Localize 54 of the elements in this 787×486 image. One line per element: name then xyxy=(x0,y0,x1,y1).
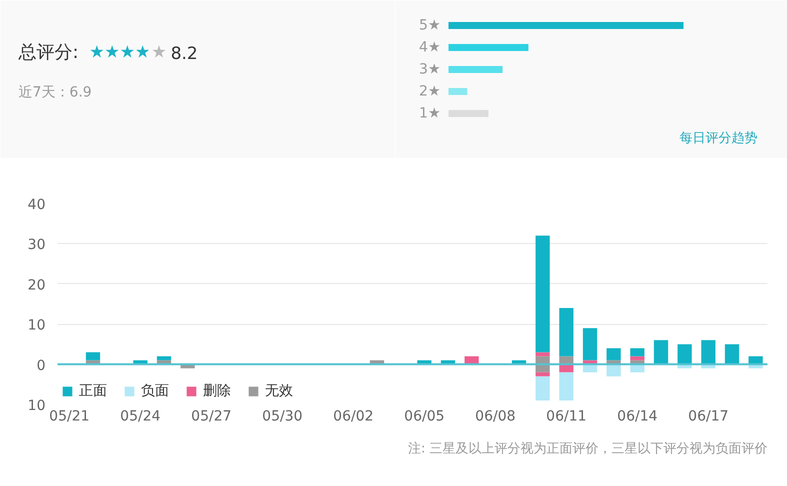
x-tick-label: 06/02 xyxy=(333,408,374,424)
annotation: 每日评分趋势 xyxy=(680,131,758,146)
y-tick-label: 40 xyxy=(28,197,46,213)
bar xyxy=(448,88,468,95)
y-tick-label: 4★ xyxy=(419,40,441,56)
bar xyxy=(654,340,668,364)
y-tick-label: 1★ xyxy=(419,106,441,122)
bar xyxy=(606,364,621,376)
y-tick-label: 2★ xyxy=(419,84,441,100)
bar xyxy=(536,376,550,400)
text: 8.2 xyxy=(170,44,198,64)
y-tick-label: 3★ xyxy=(419,62,441,78)
y-tick-label: 10 xyxy=(28,318,46,334)
bar xyxy=(678,344,692,364)
bar xyxy=(559,308,574,356)
y-tick-label: 10 xyxy=(28,398,46,414)
text: 注: 三星及以上评分视为正面评价，三星以下评分视为负面评价 xyxy=(408,442,768,456)
bar xyxy=(582,328,598,360)
text: ★ xyxy=(151,42,167,62)
bar xyxy=(86,352,100,360)
bar xyxy=(701,340,716,364)
y-tick-label: 0 xyxy=(36,358,46,374)
bar xyxy=(448,66,503,73)
bar xyxy=(448,110,488,117)
legend-label: 负面 xyxy=(141,382,169,400)
x-tick-label: 05/21 xyxy=(49,408,90,424)
x-tick-label: 06/14 xyxy=(617,408,658,424)
bar xyxy=(536,352,550,356)
y-tick-label: 5★ xyxy=(419,18,441,34)
bar xyxy=(724,344,740,364)
x-tick-label: 06/08 xyxy=(475,408,516,424)
legend-label: 无效 xyxy=(265,382,293,400)
bar xyxy=(448,22,684,29)
bar xyxy=(630,348,644,356)
bar xyxy=(606,348,621,360)
text: ★★★★ xyxy=(89,42,150,62)
legend-label: 删除 xyxy=(203,382,231,400)
bar xyxy=(559,372,574,400)
x-tick-label: 06/17 xyxy=(688,408,729,424)
x-tick-label: 05/30 xyxy=(262,408,303,424)
bar xyxy=(536,372,550,376)
text: 总评分: xyxy=(18,42,79,63)
x-tick-label: 06/05 xyxy=(404,408,445,424)
legend-label: 正面 xyxy=(79,382,107,400)
x-tick-label: 05/27 xyxy=(191,408,232,424)
x-tick-label: 05/24 xyxy=(120,408,161,424)
y-tick-label: 30 xyxy=(28,237,46,254)
text: 近7天：6.9 xyxy=(18,84,92,100)
bar xyxy=(536,236,550,352)
bar xyxy=(630,356,644,360)
y-tick-label: 20 xyxy=(28,277,46,294)
bar xyxy=(448,44,528,51)
bar xyxy=(156,356,172,360)
x-tick-label: 06/11 xyxy=(546,408,587,424)
